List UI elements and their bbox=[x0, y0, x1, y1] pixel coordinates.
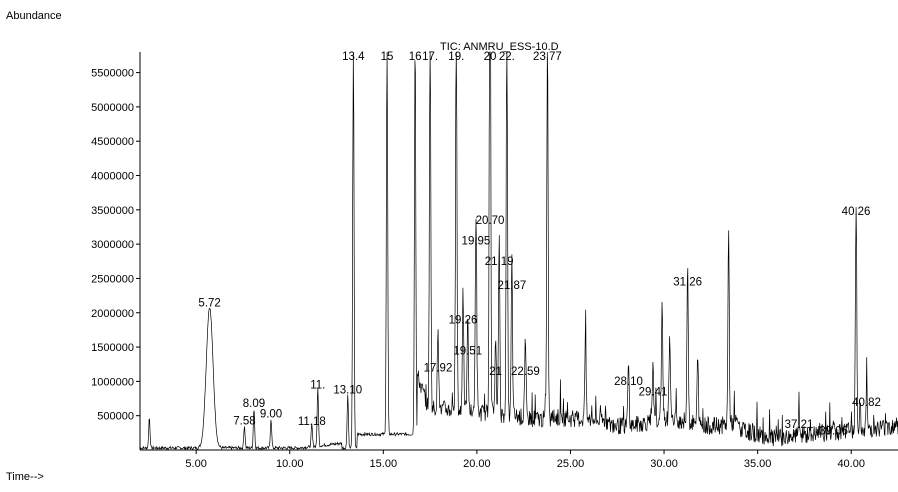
peak-label: 17. bbox=[422, 51, 438, 63]
peak-label: 8.09 bbox=[243, 398, 265, 410]
y-tick-label: 500000 bbox=[97, 411, 134, 423]
peak-label: 5.72 bbox=[198, 297, 220, 309]
peak-label: 17.92 bbox=[424, 363, 453, 375]
x-axis-label: Time--> bbox=[6, 471, 44, 483]
peak-label: 31.26 bbox=[673, 277, 702, 289]
peak-label: 21.19 bbox=[485, 256, 514, 268]
peak-label: 15 bbox=[381, 51, 394, 63]
y-tick-label: 5000000 bbox=[91, 102, 134, 114]
peak-label: 11. bbox=[310, 380, 325, 392]
peak-label: 40.82 bbox=[852, 397, 881, 409]
y-axis-label: Abundance bbox=[6, 10, 62, 22]
tic-trace-line bbox=[139, 51, 898, 451]
x-tick-label: 5.00 bbox=[185, 458, 206, 470]
peak-label: 13.4 bbox=[342, 51, 365, 63]
peak-label: 16 bbox=[409, 51, 422, 63]
peak-label: 40.26 bbox=[842, 206, 871, 218]
x-tick-label: 25.00 bbox=[557, 458, 585, 470]
peak-label: 19.95 bbox=[462, 236, 491, 248]
peak-label: 28.10 bbox=[614, 376, 643, 388]
x-tick-label: 20.00 bbox=[463, 458, 491, 470]
peak-label: 20 bbox=[484, 51, 497, 63]
chart-title: TIC: ANMRU_ESS-10.D bbox=[440, 41, 559, 53]
y-tick-label: 3000000 bbox=[91, 239, 134, 251]
y-tick-label: 4000000 bbox=[91, 171, 134, 183]
peak-label: 19.26 bbox=[449, 314, 478, 326]
peak-label: 23.77 bbox=[533, 51, 562, 63]
x-tick-label: 30.00 bbox=[650, 458, 678, 470]
y-tick-label: 4500000 bbox=[91, 136, 134, 148]
peak-label: 37.21 bbox=[785, 419, 814, 431]
y-tick-label: 5500000 bbox=[91, 68, 134, 80]
x-tick-label: 10.00 bbox=[276, 458, 304, 470]
peak-label: 19.51 bbox=[453, 345, 482, 357]
y-tick-label: 1000000 bbox=[91, 376, 134, 388]
peak-label: 9.00 bbox=[260, 408, 282, 420]
x-tick-label: 15.00 bbox=[370, 458, 398, 470]
y-tick-label: 2500000 bbox=[91, 273, 134, 285]
x-tick-label: 35.00 bbox=[744, 458, 772, 470]
peak-label: 29.41 bbox=[639, 387, 668, 399]
peak-label: 22. bbox=[499, 51, 515, 63]
peak-label: 22.59 bbox=[511, 366, 540, 378]
peak-label: 39.06 bbox=[819, 426, 848, 438]
peak-label: 21.87 bbox=[497, 280, 526, 292]
peak-label: 19. bbox=[448, 51, 464, 63]
peak-label: 7.58 bbox=[233, 415, 255, 427]
x-tick-label: 40.00 bbox=[837, 458, 865, 470]
peak-label: 13.10 bbox=[333, 384, 362, 396]
y-tick-label: 3500000 bbox=[91, 205, 134, 217]
peak-label: 11.18 bbox=[298, 416, 326, 428]
peak-label: 20.70 bbox=[476, 215, 505, 227]
y-tick-label: 2000000 bbox=[91, 308, 134, 320]
y-tick-label: 1500000 bbox=[91, 342, 134, 354]
peak-label: 21 bbox=[489, 366, 502, 378]
